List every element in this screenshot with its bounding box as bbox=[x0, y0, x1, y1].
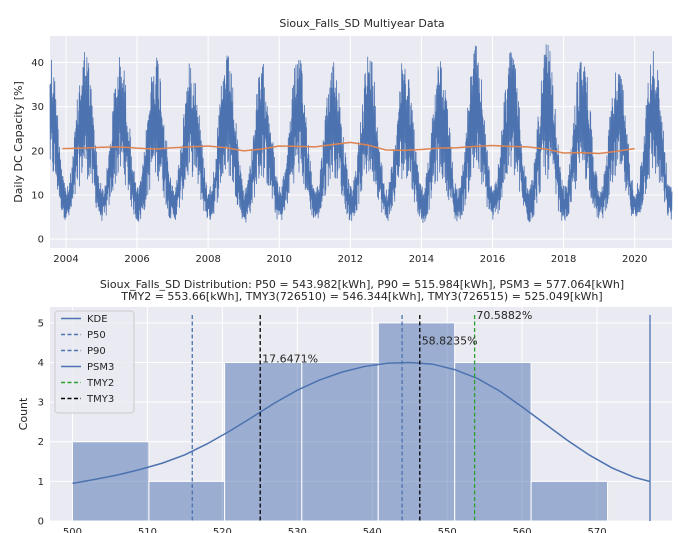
percentile-annotations: 17.6471% 58.8235% 70.5882% bbox=[262, 309, 532, 366]
bottom-chart-subtitle: TMY2 = 553.66[kWh], TMY3(726510) = 546.3… bbox=[120, 290, 602, 303]
top-y-tick-labels: 0 10 20 30 40 bbox=[31, 58, 44, 246]
bottom-y-tick-label: 4 bbox=[38, 358, 44, 369]
top-y-tick-label: 40 bbox=[31, 58, 44, 69]
top-y-tick-label: 0 bbox=[38, 235, 44, 246]
bottom-chart-title: Sioux_Falls_SD Distribution: P50 = 543.9… bbox=[100, 278, 624, 291]
top-y-tick-label: 30 bbox=[31, 102, 44, 113]
top-x-tick-label: 2006 bbox=[124, 254, 149, 265]
legend-label: P50 bbox=[87, 330, 106, 341]
bottom-x-tick-labels: 500 510 520 530 540 550 560 570 bbox=[63, 527, 607, 533]
bottom-y-tick-label: 0 bbox=[38, 517, 44, 528]
histogram-bins bbox=[71, 322, 609, 522]
rolling-mean-series bbox=[62, 141, 635, 155]
bottom-y-tick-labels: 0 1 2 3 4 5 bbox=[38, 318, 44, 527]
multiyear-panel: Sioux_Falls_SD Multiyear Data 2004 2006 20… bbox=[12, 17, 673, 265]
bottom-x-tick-label: 540 bbox=[363, 527, 382, 533]
bottom-y-tick-label: 3 bbox=[38, 398, 44, 409]
top-x-tick-label: 2010 bbox=[267, 254, 292, 265]
percentile-annotation: 17.6471% bbox=[262, 352, 318, 365]
legend-label: KDE bbox=[87, 314, 108, 325]
top-x-tick-label: 2014 bbox=[409, 254, 434, 265]
bottom-x-tick-label: 550 bbox=[438, 527, 457, 533]
bottom-x-tick-label: 510 bbox=[138, 527, 157, 533]
legend-box bbox=[54, 310, 135, 414]
top-chart-title: Sioux_Falls_SD Multiyear Data bbox=[279, 17, 444, 30]
top-x-tick-label: 2012 bbox=[338, 254, 363, 265]
histogram-bar bbox=[377, 322, 456, 522]
top-x-tick-labels: 2004 2006 2008 2010 2012 2014 2016 2018 2020 bbox=[53, 254, 647, 265]
top-x-tick-label: 2020 bbox=[622, 254, 647, 265]
legend-label: TMY3 bbox=[86, 394, 114, 405]
top-y-tick-label: 10 bbox=[31, 191, 44, 202]
histogram-bar bbox=[148, 480, 226, 522]
bottom-y-axis-label: Count bbox=[17, 397, 30, 430]
bottom-x-tick-label: 500 bbox=[63, 527, 82, 533]
legend-label: P90 bbox=[87, 346, 106, 357]
histogram-bar bbox=[454, 361, 532, 522]
daily-capacity-line bbox=[49, 44, 673, 223]
bottom-y-tick-label: 2 bbox=[38, 437, 44, 448]
legend: KDE P50 P90 PSM3 TMY2 TMY3 bbox=[54, 310, 135, 414]
percentile-annotation: 70.5882% bbox=[476, 309, 532, 322]
histogram-bar bbox=[224, 361, 303, 522]
top-x-tick-label: 2004 bbox=[53, 254, 78, 265]
percentile-annotation: 58.8235% bbox=[422, 335, 478, 348]
top-y-tick-label: 20 bbox=[31, 146, 44, 157]
bottom-x-tick-label: 570 bbox=[588, 527, 607, 533]
top-x-tick-label: 2008 bbox=[195, 254, 220, 265]
legend-label: TMY2 bbox=[86, 378, 114, 389]
distribution-panel: Sioux_Falls_SD Distribution: P50 = 543.9… bbox=[17, 278, 672, 533]
legend-label: PSM3 bbox=[87, 362, 114, 373]
top-x-tick-label: 2018 bbox=[551, 254, 576, 265]
bottom-x-tick-label: 520 bbox=[213, 527, 232, 533]
reference-lines bbox=[191, 315, 651, 521]
histogram-bar bbox=[301, 361, 379, 522]
bottom-x-tick-label: 560 bbox=[513, 527, 532, 533]
kde-curve bbox=[72, 361, 650, 485]
bottom-y-tick-label: 1 bbox=[38, 477, 44, 488]
kde-line bbox=[72, 361, 650, 485]
bottom-y-tick-label: 5 bbox=[38, 318, 44, 329]
daily-capacity-series bbox=[49, 44, 673, 223]
histogram-bar bbox=[530, 480, 609, 522]
top-y-axis-label: Daily DC Capacity [%] bbox=[12, 81, 25, 203]
bottom-x-tick-label: 530 bbox=[288, 527, 307, 533]
top-x-tick-label: 2016 bbox=[480, 254, 505, 265]
rolling-mean-line bbox=[62, 141, 635, 155]
